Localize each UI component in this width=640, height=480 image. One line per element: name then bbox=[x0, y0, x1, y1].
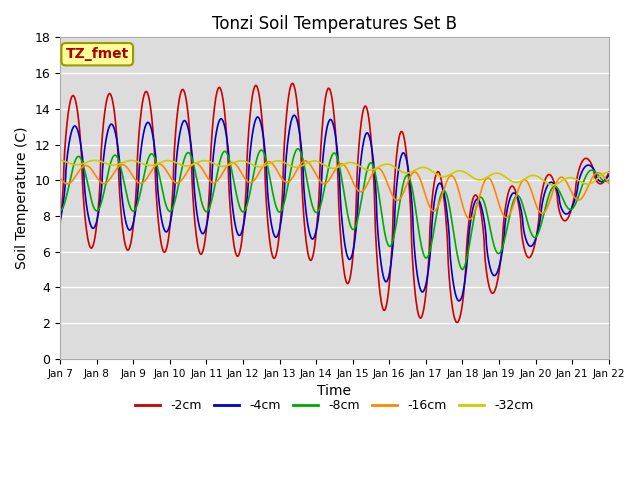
-8cm bbox=[294, 146, 302, 152]
-4cm bbox=[541, 191, 548, 197]
-32cm bbox=[179, 163, 186, 168]
-8cm bbox=[492, 248, 500, 253]
-16cm bbox=[165, 172, 173, 178]
-8cm bbox=[56, 208, 64, 214]
-4cm bbox=[605, 172, 612, 178]
-4cm bbox=[165, 225, 173, 231]
-16cm bbox=[420, 187, 428, 193]
-32cm bbox=[420, 165, 428, 170]
Line: -2cm: -2cm bbox=[60, 84, 609, 323]
-8cm bbox=[420, 252, 428, 258]
-2cm bbox=[420, 306, 428, 312]
-16cm bbox=[179, 177, 186, 182]
-16cm bbox=[541, 209, 548, 215]
-2cm bbox=[240, 222, 248, 228]
-8cm bbox=[541, 209, 548, 215]
-16cm bbox=[605, 180, 612, 186]
-2cm bbox=[453, 320, 461, 325]
X-axis label: Time: Time bbox=[317, 384, 351, 398]
-32cm bbox=[605, 169, 612, 175]
-4cm bbox=[291, 112, 298, 118]
-2cm bbox=[492, 285, 500, 290]
-8cm bbox=[458, 267, 466, 273]
Line: -4cm: -4cm bbox=[60, 115, 609, 301]
-4cm bbox=[420, 288, 428, 294]
-32cm bbox=[549, 182, 557, 188]
-2cm bbox=[541, 179, 548, 185]
-8cm bbox=[179, 164, 186, 170]
-32cm bbox=[492, 170, 499, 176]
-16cm bbox=[466, 216, 474, 222]
-4cm bbox=[179, 121, 186, 127]
Y-axis label: Soil Temperature (C): Soil Temperature (C) bbox=[15, 127, 29, 269]
Text: TZ_fmet: TZ_fmet bbox=[66, 47, 129, 61]
-32cm bbox=[56, 157, 64, 163]
-2cm bbox=[179, 87, 186, 93]
-32cm bbox=[91, 157, 99, 163]
-2cm bbox=[56, 220, 64, 226]
-8cm bbox=[605, 178, 612, 183]
-2cm bbox=[605, 169, 612, 175]
Line: -8cm: -8cm bbox=[60, 149, 609, 270]
-16cm bbox=[240, 173, 248, 179]
-16cm bbox=[301, 158, 309, 164]
Legend: -2cm, -4cm, -8cm, -16cm, -32cm: -2cm, -4cm, -8cm, -16cm, -32cm bbox=[131, 394, 539, 417]
-32cm bbox=[165, 158, 173, 164]
-4cm bbox=[455, 298, 463, 304]
-4cm bbox=[492, 272, 500, 277]
-32cm bbox=[240, 158, 248, 164]
-4cm bbox=[240, 222, 248, 228]
-8cm bbox=[165, 208, 173, 214]
-16cm bbox=[492, 191, 500, 197]
Line: -16cm: -16cm bbox=[60, 161, 609, 219]
-16cm bbox=[56, 175, 64, 180]
Line: -32cm: -32cm bbox=[60, 160, 609, 185]
-2cm bbox=[165, 233, 173, 239]
-2cm bbox=[289, 81, 296, 86]
Title: Tonzi Soil Temperatures Set B: Tonzi Soil Temperatures Set B bbox=[212, 15, 457, 33]
-4cm bbox=[56, 217, 64, 223]
-8cm bbox=[240, 209, 248, 215]
-32cm bbox=[540, 178, 548, 184]
